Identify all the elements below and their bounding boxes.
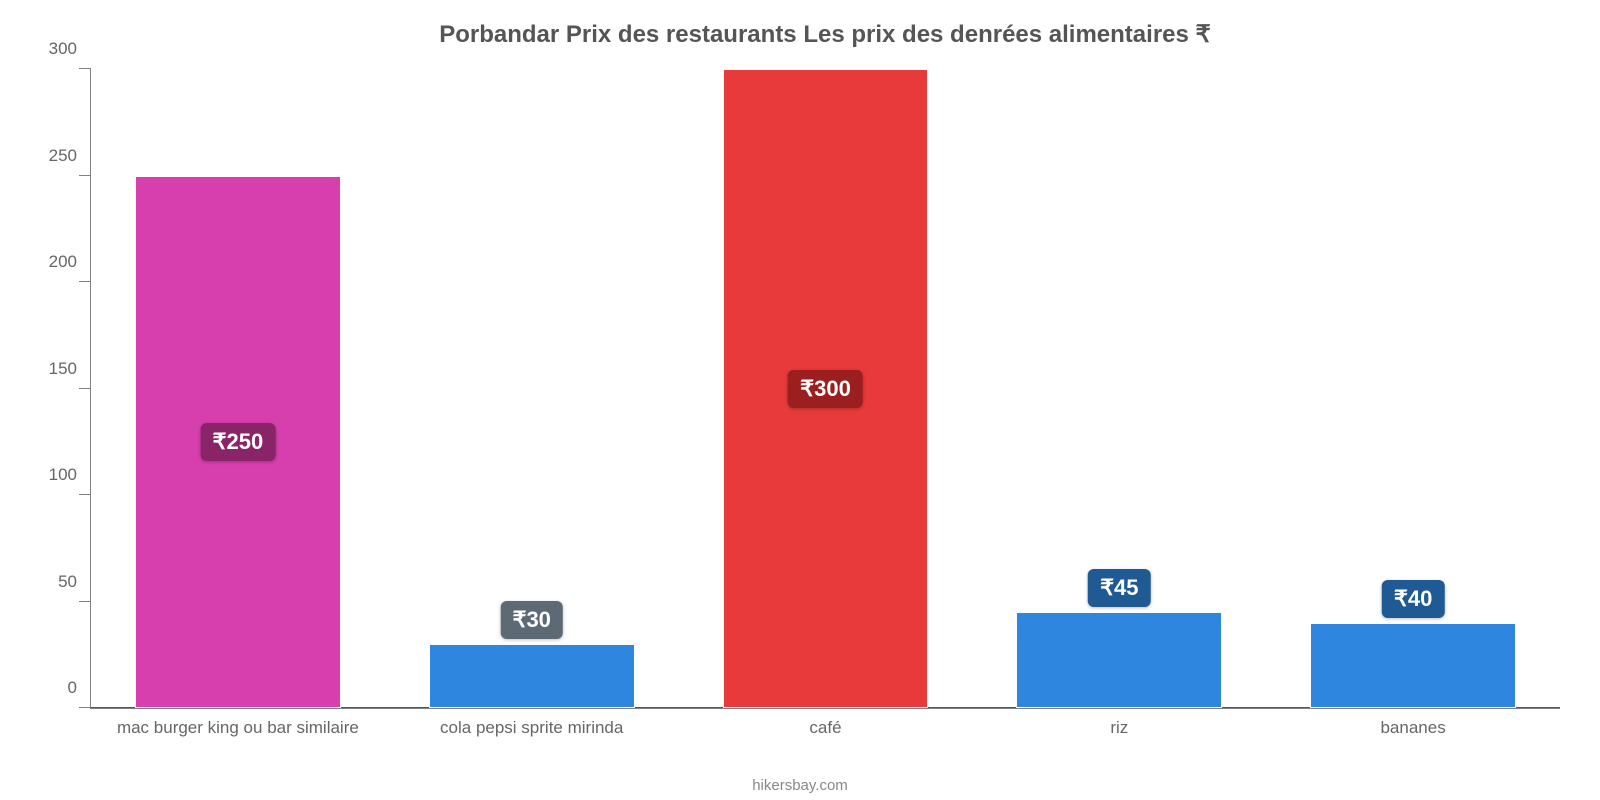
y-tick bbox=[79, 281, 91, 282]
bar: ₹300 bbox=[723, 69, 929, 708]
y-tick-label: 100 bbox=[49, 465, 91, 485]
x-category-label: café bbox=[809, 708, 841, 738]
x-category-label: cola pepsi sprite mirinda bbox=[440, 708, 623, 738]
y-tick-label: 150 bbox=[49, 359, 91, 379]
y-tick bbox=[79, 601, 91, 602]
chart-title: Porbandar Prix des restaurants Les prix … bbox=[90, 20, 1560, 49]
bar: ₹40 bbox=[1310, 623, 1516, 708]
bar-value-label: ₹250 bbox=[201, 423, 276, 461]
y-tick bbox=[79, 388, 91, 389]
y-tick bbox=[79, 68, 91, 69]
chart-container: Porbandar Prix des restaurants Les prix … bbox=[0, 0, 1600, 800]
y-tick-label: 250 bbox=[49, 146, 91, 166]
bar: ₹250 bbox=[135, 176, 341, 709]
bar-value-label: ₹30 bbox=[500, 601, 562, 639]
x-category-label: mac burger king ou bar similaire bbox=[117, 708, 359, 738]
plot-area: 050100150200250300₹250mac burger king ou… bbox=[90, 69, 1560, 709]
y-tick bbox=[79, 494, 91, 495]
y-tick-label: 50 bbox=[58, 572, 91, 592]
y-tick bbox=[79, 707, 91, 708]
y-tick-label: 0 bbox=[68, 678, 91, 698]
bar: ₹30 bbox=[429, 644, 635, 708]
y-tick-label: 200 bbox=[49, 252, 91, 272]
y-tick bbox=[79, 175, 91, 176]
attribution-text: hikersbay.com bbox=[752, 777, 848, 794]
x-category-label: bananes bbox=[1380, 708, 1445, 738]
y-tick-label: 300 bbox=[49, 39, 91, 59]
bar-value-label: ₹300 bbox=[788, 370, 863, 408]
bar-value-label: ₹45 bbox=[1088, 569, 1150, 607]
x-category-label: riz bbox=[1110, 708, 1128, 738]
bar: ₹45 bbox=[1016, 612, 1222, 708]
bar-value-label: ₹40 bbox=[1382, 580, 1444, 618]
